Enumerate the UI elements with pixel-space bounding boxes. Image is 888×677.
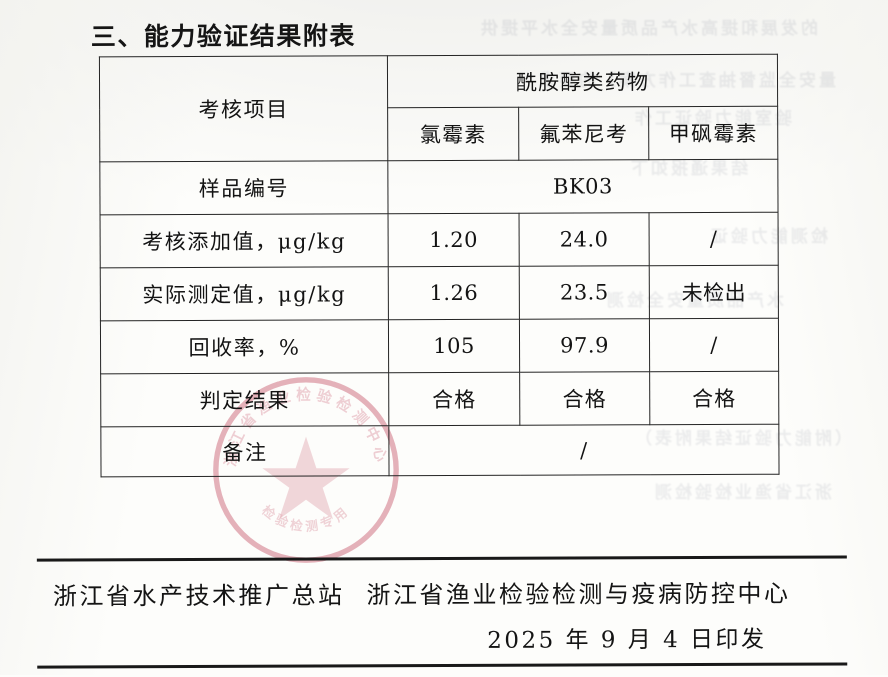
- row-cell: /: [649, 212, 778, 265]
- footer-organizations: 浙江省水产技术推广总站浙江省渔业检验检测与疫病防控中心: [53, 574, 791, 612]
- header-analyte-3: 甲砜霉素: [649, 106, 778, 159]
- row-cell: 合格: [389, 372, 520, 426]
- row-cell: /: [649, 318, 778, 371]
- header-analyte-2: 氟苯尼考: [519, 107, 649, 160]
- page-title: 三、能力验证结果附表: [91, 16, 356, 53]
- row-cell: 未检出: [649, 265, 778, 318]
- row-cell: 1.20: [388, 213, 519, 267]
- table-row: 实际测定值，μg/kg 1.26 23.5 未检出: [100, 265, 778, 321]
- row-cell: 97.9: [519, 319, 649, 372]
- table-row: 备注 /: [101, 424, 779, 477]
- table-header-row: 考核项目 酰胺醇类药物: [99, 54, 777, 109]
- footer-issue-date: 2025 年 9 月 4 日印发: [487, 620, 766, 655]
- row-merged-value: /: [389, 424, 779, 475]
- row-cell: 合格: [520, 372, 650, 425]
- row-cell: 1.26: [388, 266, 519, 320]
- row-label: 判定结果: [101, 373, 389, 427]
- row-label: 备注: [101, 426, 389, 477]
- row-label: 考核添加值，μg/kg: [100, 214, 388, 268]
- header-item-column: 考核项目: [99, 56, 387, 162]
- table-row: 判定结果 合格 合格 合格: [101, 371, 779, 427]
- footer-rule-bottom: [37, 662, 847, 668]
- table-row: 考核添加值，μg/kg 1.20 24.0 /: [100, 212, 778, 268]
- header-analyte-1: 氯霉素: [388, 107, 519, 161]
- row-label: 实际测定值，μg/kg: [100, 267, 388, 321]
- table-row: 回收率，% 105 97.9 /: [100, 318, 778, 374]
- row-cell: 23.5: [519, 266, 649, 319]
- row-label: 回收率，%: [100, 320, 388, 374]
- capability-verification-results-table: 考核项目 酰胺醇类药物 氯霉素 氟苯尼考 甲砜霉素 样品编号 BK03 考核添加…: [99, 54, 780, 478]
- table-row: 样品编号 BK03: [100, 159, 778, 215]
- row-cell: 合格: [650, 371, 779, 424]
- row-label: 样品编号: [100, 161, 388, 215]
- row-cell: 105: [388, 319, 519, 373]
- row-cell: 24.0: [519, 213, 649, 266]
- footer-organization-2: 浙江省渔业检验检测与疫病防控中心: [366, 580, 790, 610]
- footer-organization-1: 浙江省水产技术推广总站: [53, 581, 345, 610]
- footer-rule-top: [37, 555, 847, 561]
- header-analyte-group: 酰胺醇类药物: [387, 54, 777, 107]
- row-merged-value: BK03: [388, 159, 778, 213]
